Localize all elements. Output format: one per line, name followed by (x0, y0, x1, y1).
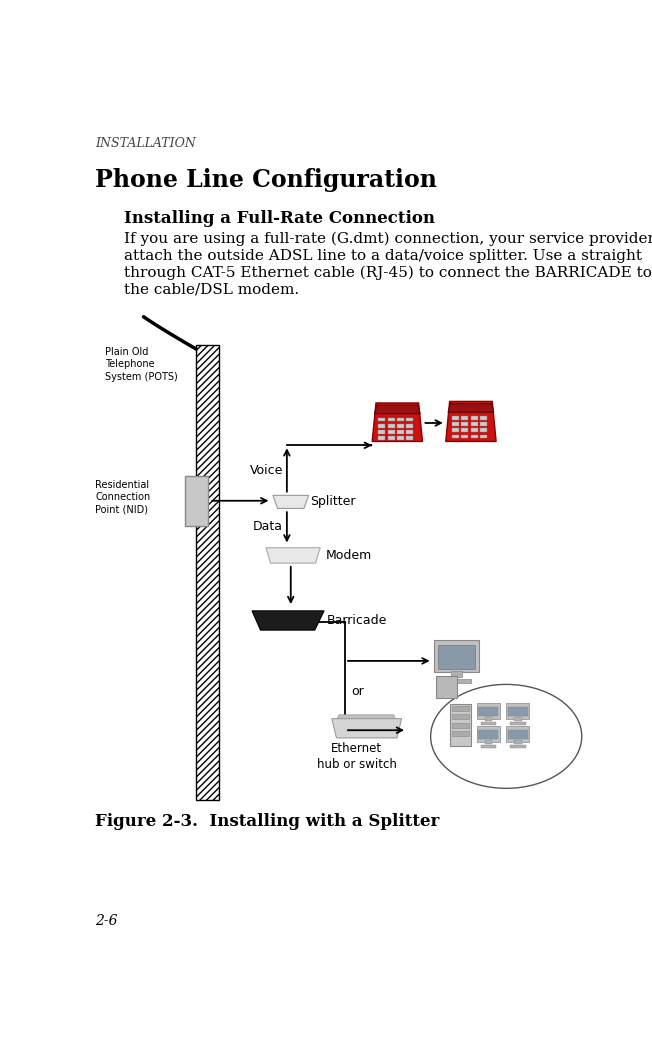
Text: Splitter: Splitter (310, 495, 355, 508)
Polygon shape (273, 496, 308, 508)
Bar (480, 422, 487, 427)
Bar (471, 416, 477, 420)
Bar (510, 745, 526, 748)
Bar (508, 730, 528, 740)
Text: or: or (351, 685, 364, 698)
Bar (406, 417, 413, 421)
Bar (484, 717, 492, 721)
Bar (461, 435, 468, 438)
Polygon shape (332, 719, 402, 738)
Bar (479, 730, 498, 740)
Bar (378, 423, 385, 428)
Bar (196, 345, 220, 800)
Bar (378, 430, 385, 434)
Bar (452, 435, 459, 438)
Text: Ethernet
hub or switch: Ethernet hub or switch (317, 742, 396, 770)
Bar (481, 722, 496, 725)
Bar (480, 435, 487, 438)
Bar (451, 671, 462, 677)
Bar (477, 726, 500, 742)
Text: 2-6: 2-6 (95, 914, 118, 929)
Bar (508, 707, 528, 717)
Text: Phone Line Configuration: Phone Line Configuration (95, 168, 437, 192)
Bar (452, 732, 469, 737)
Bar (471, 429, 477, 432)
Bar (477, 703, 500, 719)
Polygon shape (446, 401, 496, 441)
Text: Figure 2-3.  Installing with a Splitter: Figure 2-3. Installing with a Splitter (95, 813, 440, 830)
Bar (397, 430, 404, 434)
Text: INSTALLATION: INSTALLATION (95, 136, 196, 150)
Bar (388, 430, 394, 434)
Bar (514, 717, 522, 721)
Bar (510, 722, 526, 725)
Bar (452, 422, 459, 427)
Bar (479, 707, 498, 717)
Polygon shape (266, 548, 320, 563)
Bar (442, 679, 471, 683)
Text: Voice: Voice (250, 464, 283, 477)
Bar (452, 722, 469, 728)
Bar (397, 436, 404, 440)
Bar (406, 430, 413, 434)
Bar (480, 429, 487, 432)
Text: through CAT-5 Ethernet cable (RJ-45) to connect the BARRICADE to: through CAT-5 Ethernet cable (RJ-45) to … (124, 266, 652, 280)
Polygon shape (448, 403, 494, 412)
Text: Barricade: Barricade (327, 613, 387, 627)
Text: Plain Old
Telephone
System (POTS): Plain Old Telephone System (POTS) (105, 347, 177, 381)
Bar (406, 436, 413, 440)
Text: attach the outside ADSL line to a data/voice splitter. Use a straight: attach the outside ADSL line to a data/v… (124, 249, 642, 263)
Bar (378, 417, 385, 421)
Bar (484, 740, 492, 744)
Bar (397, 417, 404, 421)
Bar (406, 423, 413, 428)
Bar (461, 429, 468, 432)
Polygon shape (252, 611, 324, 630)
Text: Residential
Connection
Point (NID): Residential Connection Point (NID) (95, 480, 151, 515)
Bar (506, 726, 529, 742)
Bar (506, 703, 529, 719)
Bar (471, 422, 477, 427)
Bar (185, 476, 208, 526)
Polygon shape (337, 715, 395, 719)
Polygon shape (372, 403, 422, 441)
Polygon shape (374, 406, 420, 414)
Bar (388, 423, 394, 428)
Bar (388, 417, 394, 421)
Bar (388, 436, 394, 440)
Bar (452, 714, 469, 719)
Bar (514, 740, 522, 744)
Bar (434, 640, 479, 673)
Bar (450, 704, 471, 746)
Bar (480, 416, 487, 420)
Bar (378, 436, 385, 440)
Text: Installing a Full-Rate Connection: Installing a Full-Rate Connection (124, 211, 435, 227)
Text: Modem: Modem (325, 549, 372, 562)
Bar (196, 345, 220, 800)
Bar (471, 435, 477, 438)
Bar (397, 423, 404, 428)
Bar (461, 422, 468, 427)
Bar (452, 416, 459, 420)
Bar (436, 676, 457, 698)
Bar (452, 705, 469, 711)
Bar (461, 416, 468, 420)
Text: the cable/DSL modem.: the cable/DSL modem. (124, 283, 299, 297)
Bar (438, 645, 475, 670)
Bar (481, 745, 496, 748)
Bar (452, 429, 459, 432)
Text: If you are using a full-rate (G.dmt) connection, your service provider will: If you are using a full-rate (G.dmt) con… (124, 232, 652, 246)
Text: Data: Data (253, 520, 283, 532)
Ellipse shape (430, 684, 582, 788)
